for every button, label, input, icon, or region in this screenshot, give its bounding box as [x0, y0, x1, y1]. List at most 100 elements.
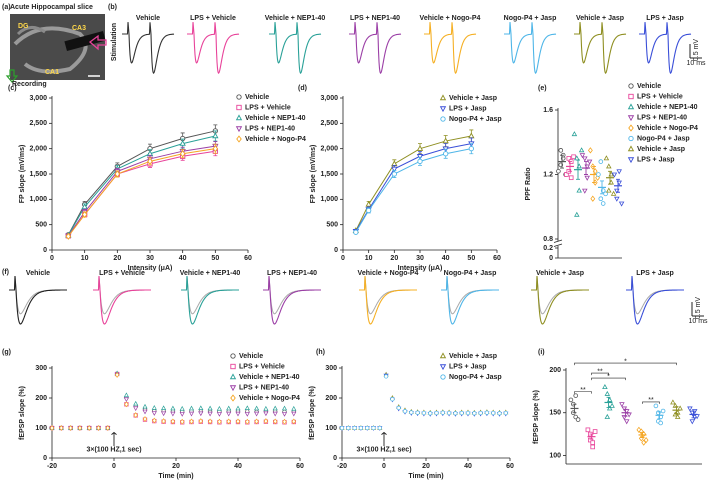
point — [244, 412, 250, 417]
y-tick-label: 0.2 — [543, 245, 553, 252]
point — [491, 410, 496, 416]
point — [170, 405, 176, 411]
y-tick-label: 200 — [325, 395, 337, 402]
point — [590, 444, 595, 450]
point — [281, 405, 288, 411]
point — [606, 187, 612, 193]
x-tick-label: -20 — [337, 463, 347, 470]
series-line — [67, 150, 216, 237]
trace — [9, 275, 67, 325]
point — [207, 411, 213, 417]
dg-band — [16, 26, 46, 36]
point — [391, 171, 397, 177]
legend-marker — [627, 115, 635, 122]
point — [217, 418, 222, 425]
group-label: Vehicle + Nogo-P4 — [358, 270, 419, 277]
point — [421, 410, 427, 416]
point — [358, 425, 364, 431]
point — [216, 412, 222, 417]
panel-label: (i) — [538, 349, 545, 356]
y-tick-label: 0 — [333, 455, 337, 462]
point — [440, 410, 445, 415]
trace — [639, 22, 692, 74]
point — [687, 406, 693, 412]
panel-label: (h) — [316, 349, 325, 356]
legend-marker — [230, 363, 236, 370]
series-line — [355, 148, 472, 233]
trace — [441, 275, 499, 325]
legend-marker — [235, 114, 243, 121]
trace — [349, 22, 402, 74]
point — [161, 418, 166, 425]
group-label: LPS + NEP1-40 — [350, 15, 400, 22]
point — [142, 409, 148, 415]
point — [281, 412, 288, 417]
trace — [574, 22, 627, 74]
y-tick-label: 0 — [43, 247, 47, 254]
point — [263, 418, 269, 425]
tetanus-label: 3×(100 HZ,1 sec) — [356, 446, 411, 453]
point — [556, 168, 561, 174]
panel-label: (a) — [2, 4, 11, 11]
point — [366, 207, 372, 214]
point — [619, 402, 625, 408]
group-label: Vehicle + Jasp — [576, 15, 624, 22]
point — [207, 418, 213, 425]
legend-label: Vehicle + Nogo-P4 — [637, 125, 698, 132]
y-tick-label: 3,000 — [320, 95, 338, 102]
y-tick-label: 1,500 — [320, 171, 338, 178]
point — [133, 412, 138, 419]
x-tick-label: 20 — [390, 255, 398, 262]
tetanus-label: 3×(100 HZ,1 sec) — [86, 446, 141, 453]
legend-marker — [628, 135, 634, 142]
x-tick-label: 0 — [341, 255, 345, 262]
point — [585, 427, 591, 433]
legend-label: Vehicle + Jasp — [449, 353, 497, 360]
point — [272, 418, 278, 425]
trace — [359, 275, 417, 325]
point — [616, 169, 622, 175]
point — [244, 405, 250, 410]
legend-marker — [628, 124, 634, 132]
point — [660, 408, 666, 414]
x-tick-label: -20 — [47, 463, 57, 470]
point — [49, 425, 55, 431]
point — [188, 411, 195, 417]
legend-label: LPS + Jasp — [449, 105, 487, 112]
point — [611, 172, 618, 178]
sem-bar — [592, 165, 596, 184]
y-tick-label: 0 — [334, 247, 338, 254]
point — [409, 410, 414, 415]
trace — [626, 275, 684, 325]
legend-label: LPS + Jasp — [449, 363, 487, 370]
x-tick-label: 40 — [464, 463, 472, 470]
significance-label: * — [624, 358, 627, 365]
legend-marker — [627, 157, 635, 164]
tetanus-arrow — [111, 431, 117, 446]
point — [272, 411, 278, 417]
scale-x-label: 10 ms — [688, 318, 708, 325]
point — [339, 425, 345, 431]
point — [573, 393, 578, 398]
point — [468, 132, 475, 139]
legend-marker — [628, 83, 634, 89]
trace — [187, 22, 240, 74]
point — [151, 411, 157, 416]
point — [371, 425, 376, 431]
point — [96, 425, 101, 431]
legend-label: Vehicle + NEP1-40 — [637, 104, 698, 111]
sem-bar — [674, 406, 679, 415]
point — [402, 409, 408, 414]
point — [606, 405, 613, 411]
point — [465, 410, 471, 416]
group-label: Vehicle — [136, 15, 160, 22]
point — [123, 397, 129, 403]
group-label: LPS + Jasp — [646, 15, 684, 22]
point — [86, 425, 92, 431]
region-label: CA3 — [72, 25, 86, 32]
trace — [269, 22, 322, 74]
series-line — [67, 145, 216, 237]
x-tick-label: 10 — [81, 255, 89, 262]
point — [365, 200, 372, 207]
legend-label: Nogo-P4 + Jasp — [449, 374, 502, 381]
